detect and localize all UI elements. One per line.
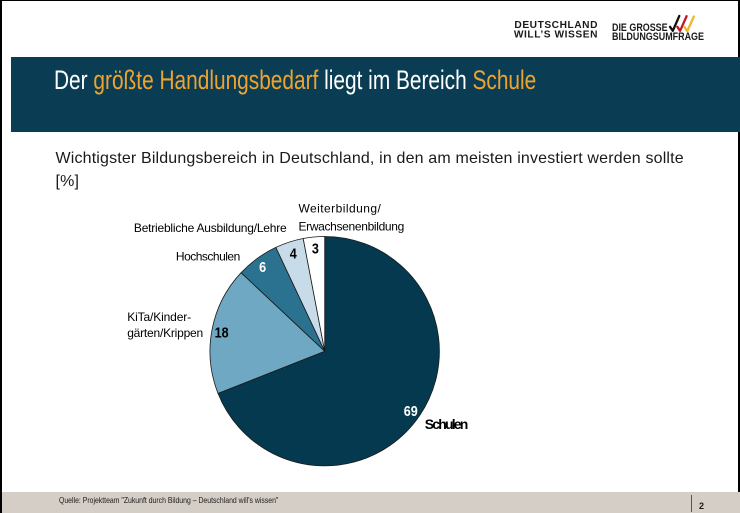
svg-text:KiTa/Kinder-: KiTa/Kinder- bbox=[127, 310, 191, 324]
svg-text:Hochschulen: Hochschulen bbox=[176, 250, 240, 264]
svg-text:WILL’S WISSEN: WILL’S WISSEN bbox=[514, 29, 598, 40]
svg-text:3: 3 bbox=[312, 239, 319, 256]
svg-text:18: 18 bbox=[215, 323, 229, 340]
svg-text:6: 6 bbox=[259, 258, 266, 275]
svg-text:gärten/Krippen: gärten/Krippen bbox=[127, 326, 203, 340]
svg-text:Erwachsenenbildung: Erwachsenenbildung bbox=[299, 219, 405, 233]
svg-text:Weiterbildung/: Weiterbildung/ bbox=[299, 202, 382, 216]
svg-text:4: 4 bbox=[290, 244, 297, 261]
svg-text:Schulen: Schulen bbox=[425, 416, 469, 432]
svg-text:DEUTSCHLAND: DEUTSCHLAND bbox=[514, 20, 598, 31]
svg-text:DIE GROSSE: DIE GROSSE bbox=[612, 22, 668, 34]
svg-text:Betriebliche Ausbildung/Lehre: Betriebliche Ausbildung/Lehre bbox=[134, 221, 287, 235]
svg-text:69: 69 bbox=[404, 402, 418, 419]
svg-text:BILDUNGSUMFRAGE: BILDUNGSUMFRAGE bbox=[612, 31, 704, 43]
